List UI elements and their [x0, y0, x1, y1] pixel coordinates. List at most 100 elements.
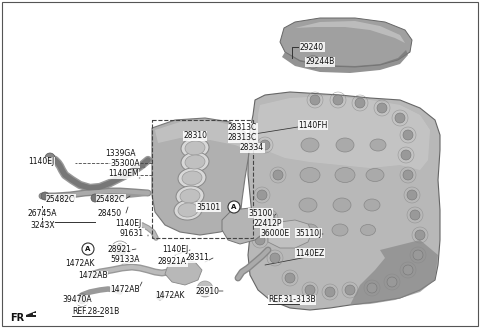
Ellipse shape: [302, 224, 318, 236]
Circle shape: [403, 170, 413, 180]
Text: FR: FR: [10, 313, 24, 323]
Ellipse shape: [174, 200, 202, 220]
Ellipse shape: [180, 189, 200, 203]
Text: 1140EJ: 1140EJ: [162, 245, 188, 255]
Text: 1472AB: 1472AB: [110, 285, 140, 295]
Polygon shape: [222, 208, 268, 244]
Circle shape: [200, 284, 210, 294]
Circle shape: [410, 210, 420, 220]
Polygon shape: [350, 240, 438, 305]
Ellipse shape: [185, 141, 205, 155]
Ellipse shape: [370, 139, 386, 151]
Circle shape: [305, 285, 315, 295]
Circle shape: [265, 213, 275, 223]
Text: 28334: 28334: [240, 144, 264, 153]
Circle shape: [310, 95, 320, 105]
Polygon shape: [282, 50, 408, 73]
Circle shape: [197, 281, 213, 297]
Ellipse shape: [366, 169, 384, 181]
Text: 1140EM: 1140EM: [108, 170, 139, 178]
Circle shape: [415, 230, 425, 240]
Ellipse shape: [178, 203, 198, 217]
Polygon shape: [155, 120, 248, 150]
Text: 1472AB: 1472AB: [78, 272, 108, 280]
Polygon shape: [295, 21, 405, 43]
Ellipse shape: [301, 138, 319, 152]
Polygon shape: [258, 96, 430, 170]
Text: A: A: [231, 204, 237, 210]
Ellipse shape: [360, 224, 375, 236]
Text: 28310: 28310: [183, 132, 207, 140]
Ellipse shape: [176, 186, 204, 206]
Text: 22412P: 22412P: [254, 218, 283, 228]
Text: 1140EJ: 1140EJ: [115, 218, 141, 228]
Text: 1140FH: 1140FH: [298, 120, 327, 130]
Text: 59133A: 59133A: [110, 255, 140, 263]
Ellipse shape: [181, 152, 209, 172]
Text: 1472AK: 1472AK: [155, 291, 184, 299]
Text: 91631: 91631: [120, 229, 144, 237]
Text: 1339GA: 1339GA: [105, 149, 135, 157]
Circle shape: [395, 113, 405, 123]
Text: 35101: 35101: [196, 202, 220, 212]
Ellipse shape: [333, 198, 351, 212]
Circle shape: [257, 190, 267, 200]
Circle shape: [387, 277, 397, 287]
Circle shape: [255, 235, 265, 245]
Circle shape: [91, 194, 99, 202]
Text: 29240: 29240: [300, 43, 324, 51]
Text: 28921: 28921: [108, 244, 132, 254]
Text: 1472AK: 1472AK: [65, 258, 95, 268]
Polygon shape: [280, 18, 412, 67]
Circle shape: [273, 170, 283, 180]
Circle shape: [345, 285, 355, 295]
Ellipse shape: [364, 199, 380, 211]
Text: 28450: 28450: [98, 209, 122, 217]
Circle shape: [156, 292, 164, 300]
Circle shape: [285, 273, 295, 283]
Text: 35100: 35100: [248, 209, 272, 217]
Ellipse shape: [185, 155, 205, 169]
Text: 29244B: 29244B: [305, 57, 334, 67]
Polygon shape: [165, 260, 202, 285]
Circle shape: [333, 95, 343, 105]
Text: 36000E: 36000E: [260, 229, 289, 237]
Circle shape: [270, 253, 280, 263]
Ellipse shape: [299, 198, 317, 212]
Text: 1140EZ: 1140EZ: [295, 249, 324, 257]
Text: 26745A: 26745A: [28, 209, 58, 217]
Ellipse shape: [181, 138, 209, 158]
Circle shape: [260, 140, 270, 150]
Text: 35300A: 35300A: [110, 158, 140, 168]
Circle shape: [403, 130, 413, 140]
Text: 28311: 28311: [185, 254, 209, 262]
Ellipse shape: [182, 171, 202, 185]
Ellipse shape: [300, 168, 320, 182]
Text: 1140EJ: 1140EJ: [28, 157, 54, 167]
Ellipse shape: [332, 224, 348, 236]
Circle shape: [82, 243, 94, 255]
Polygon shape: [26, 311, 36, 317]
Text: 35110J: 35110J: [295, 229, 322, 237]
Polygon shape: [268, 220, 312, 248]
Circle shape: [309, 58, 317, 66]
Ellipse shape: [335, 168, 355, 182]
Circle shape: [114, 244, 126, 256]
Text: 25482C: 25482C: [46, 195, 75, 203]
Polygon shape: [248, 92, 440, 310]
Circle shape: [325, 287, 335, 297]
Text: A: A: [85, 246, 91, 252]
Circle shape: [228, 201, 240, 213]
Polygon shape: [152, 118, 250, 235]
Circle shape: [41, 192, 49, 200]
Circle shape: [407, 190, 417, 200]
Circle shape: [403, 265, 413, 275]
Circle shape: [355, 98, 365, 108]
Bar: [152, 120, 253, 238]
Text: 25482C: 25482C: [96, 195, 125, 203]
Circle shape: [45, 153, 55, 163]
Text: REF.31-313B: REF.31-313B: [268, 296, 316, 304]
Text: 3243X: 3243X: [30, 220, 55, 230]
Text: REF.28-281B: REF.28-281B: [72, 308, 119, 317]
Circle shape: [377, 103, 387, 113]
